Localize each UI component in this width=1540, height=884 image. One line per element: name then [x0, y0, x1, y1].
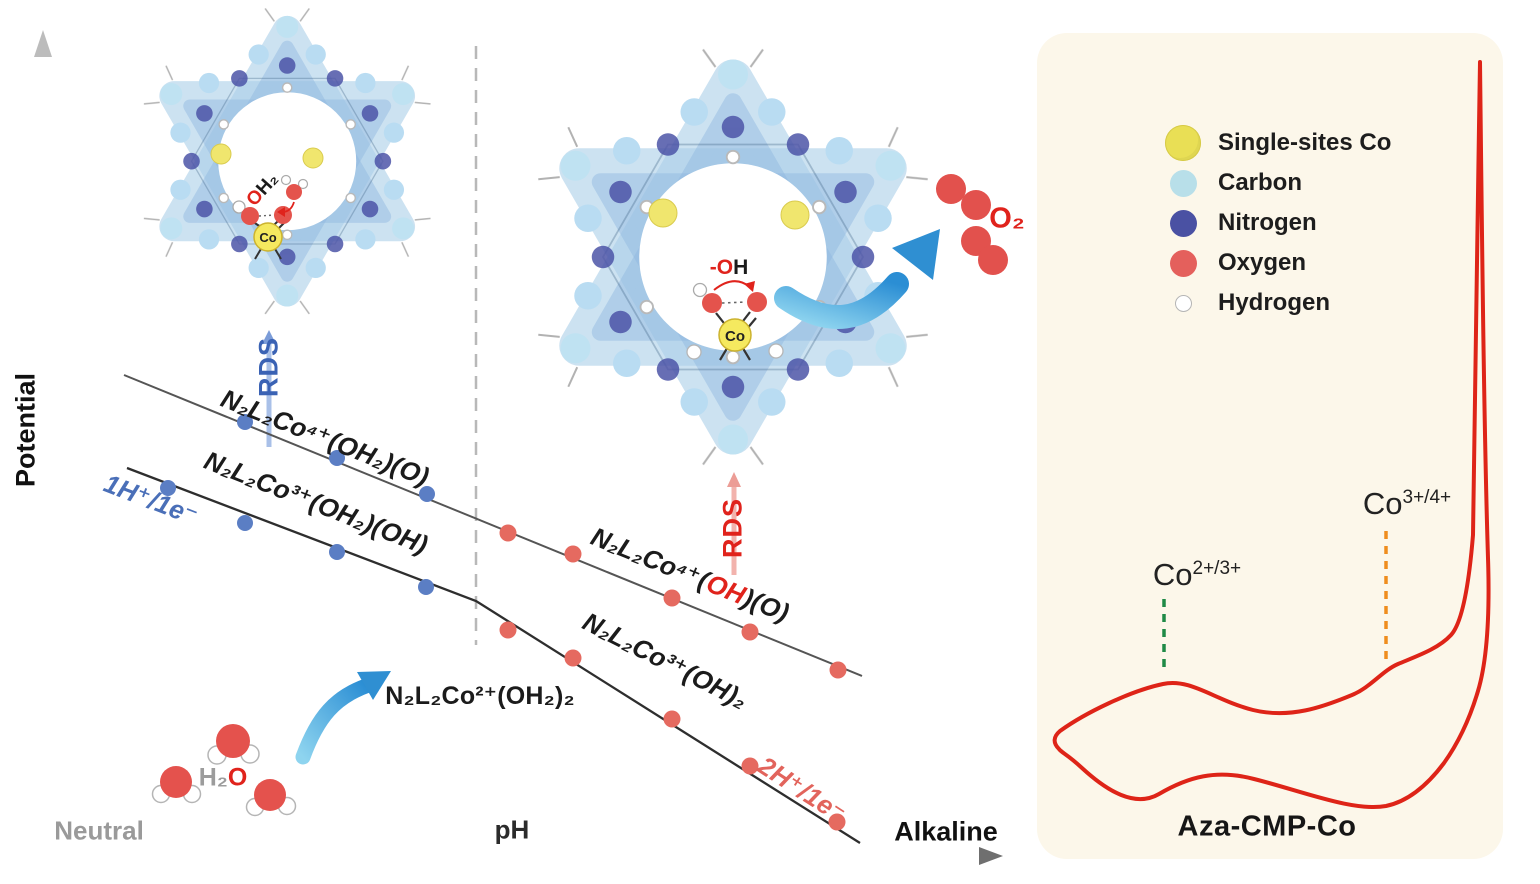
y-axis — [34, 30, 52, 856]
x-axis-arrowhead — [979, 847, 1003, 865]
co-active-site-neutral: Co — [232, 174, 309, 260]
aza-cmp-framework-neutral — [144, 8, 431, 313]
single-site-co-dots — [210, 143, 810, 230]
minus-oh-h: H — [733, 256, 749, 279]
co3-4-base: Co — [1362, 486, 1403, 521]
co2-3-sup: 2+/3+ — [1192, 558, 1242, 579]
hydrogen-icon — [1174, 294, 1192, 312]
legend: Single-sites Co Carbon Nitrogen Oxygen H… — [1160, 123, 1391, 323]
oxygen-icon — [1169, 249, 1197, 277]
water-label: H₂O — [199, 764, 248, 793]
hydrogen-atom — [232, 200, 246, 214]
co3-4-sup: 3+/4+ — [1402, 487, 1452, 508]
rds-label-neutral: RDS — [253, 336, 284, 398]
legend-label: Oxygen — [1218, 249, 1307, 276]
legend-label: Carbon — [1218, 169, 1302, 196]
water-uptake-arrow — [295, 671, 391, 765]
legend-label: Hydrogen — [1218, 289, 1331, 316]
rds-arrow-alkaline — [727, 472, 741, 575]
carbon-icon — [1169, 169, 1197, 197]
co-center-icon — [253, 222, 283, 252]
data-points-alkaline — [499, 524, 847, 831]
legend-item-oxygen: Oxygen — [1160, 243, 1391, 283]
boundary-line-co3 — [126, 466, 861, 844]
water-h2: H₂ — [198, 763, 228, 792]
hydrogen-atom — [297, 178, 309, 190]
co2-3-base: Co — [1152, 557, 1193, 592]
cv-curve — [1052, 60, 1491, 809]
hydrogen-atom — [692, 282, 708, 298]
rds-arrow-neutral — [262, 330, 276, 447]
rds-label-alkaline: RDS — [717, 497, 748, 559]
y-axis-arrowhead — [34, 30, 52, 57]
oxygen-gas-label: O₂ — [989, 202, 1025, 235]
oxygen-atom — [747, 292, 767, 312]
nitrogen-icon — [1169, 209, 1197, 237]
data-points-neutral — [160, 414, 435, 595]
x-axis-label-neutral: Neutral — [54, 815, 144, 846]
hydrogen-atom — [280, 174, 292, 186]
legend-label: Nitrogen — [1218, 209, 1317, 236]
legend-item-carbon: Carbon — [1160, 163, 1391, 203]
minus-oh-annotation: -OH — [710, 256, 749, 280]
oxygen-gas-molecules — [936, 174, 1008, 275]
x-axis-label-alkaline: Alkaline — [894, 816, 998, 847]
hydrogen-atom — [686, 344, 702, 360]
oxygen-evolution-arrow — [774, 229, 940, 330]
legend-item-nitrogen: Nitrogen — [1160, 203, 1391, 243]
water-molecules — [151, 724, 297, 817]
minus-oh-red: -O — [709, 256, 734, 279]
water-o: O — [227, 763, 248, 792]
single-sites-co-icon — [1165, 125, 1201, 161]
species-co2-label: N₂L₂Co²⁺(OH₂)₂ — [385, 682, 575, 710]
oxygen-atom — [702, 293, 722, 313]
co-center-icon — [718, 318, 752, 352]
co2-3-redox-label: Co2+/3+ — [1153, 557, 1241, 593]
cv-caption: Aza-CMP-Co — [1177, 810, 1357, 843]
legend-item-hydrogen: Hydrogen — [1160, 283, 1391, 323]
oxygen-atom — [241, 207, 259, 225]
legend-item-single-sites-co: Single-sites Co — [1160, 123, 1391, 163]
co-label: Co — [725, 328, 745, 345]
x-axis-label-ph: pH — [494, 814, 530, 845]
co-label: Co — [259, 230, 276, 245]
co3-4-redox-label: Co3+/4+ — [1363, 486, 1451, 522]
y-axis-label: Potential — [10, 372, 41, 488]
incoming-water-oxygen — [286, 184, 302, 200]
hydrogen-atom — [768, 343, 784, 359]
cv-panel-background — [1037, 33, 1503, 859]
x-axis — [43, 847, 1003, 865]
legend-label: Single-sites Co — [1218, 129, 1392, 156]
co-active-site-alkaline: Co — [686, 280, 784, 361]
